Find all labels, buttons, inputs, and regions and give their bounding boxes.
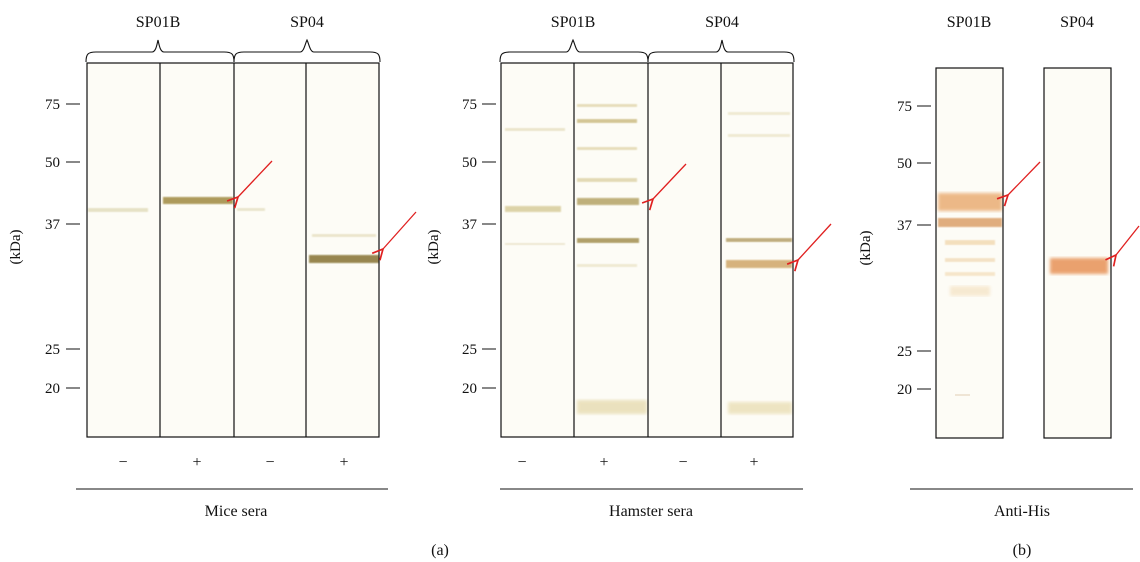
mw-marker-75: 75 xyxy=(897,99,912,115)
lane-label: + xyxy=(339,454,348,471)
mw-marker-axis: 75 50 37 25 20 (kDa) xyxy=(858,99,931,398)
red-arrow-icon xyxy=(383,211,417,249)
hamster-sera-blot: SP01B SP04 75 50 37 xyxy=(426,14,832,520)
mw-marker-37: 37 xyxy=(462,217,478,233)
mw-marker-37: 37 xyxy=(897,218,913,234)
blot-caption: Anti-His xyxy=(994,503,1050,520)
mw-marker-50: 50 xyxy=(897,156,912,172)
blot-frame xyxy=(500,62,794,438)
panel-label-a: (a) xyxy=(431,542,449,559)
blot-frame-sp01b xyxy=(935,67,1004,439)
lane-label: + xyxy=(599,454,608,471)
group-label-sp04: SP04 xyxy=(1060,14,1094,31)
lane-label: − xyxy=(265,454,274,471)
red-arrow-icon xyxy=(1008,161,1041,195)
mw-unit-label: (kDa) xyxy=(858,231,874,266)
blot-caption: Mice sera xyxy=(205,503,268,520)
band xyxy=(309,255,379,263)
group-bracket-sp01b xyxy=(85,39,235,63)
mw-marker-25: 25 xyxy=(45,342,60,358)
mw-marker-50: 50 xyxy=(462,155,477,171)
band xyxy=(163,197,233,204)
mw-marker-75: 75 xyxy=(462,97,477,113)
band xyxy=(88,208,148,212)
group-label-sp01b: SP01B xyxy=(136,14,180,31)
blot-caption: Hamster sera xyxy=(609,503,693,520)
mw-marker-25: 25 xyxy=(897,344,912,360)
lane-label: + xyxy=(749,454,758,471)
mw-marker-20: 20 xyxy=(897,382,912,398)
mw-unit-label: (kDa) xyxy=(426,230,442,265)
panel-label-b: (b) xyxy=(1013,542,1032,559)
mw-marker-50: 50 xyxy=(45,155,60,171)
mice-sera-blot: SP01B SP04 75 50 37 25 20 (kDa) xyxy=(8,14,417,520)
mw-marker-37: 37 xyxy=(45,217,61,233)
mw-marker-75: 75 xyxy=(45,97,60,113)
band xyxy=(237,208,265,211)
mw-unit-label: (kDa) xyxy=(8,230,24,265)
group-label-sp04: SP04 xyxy=(705,14,739,31)
group-bracket-sp04 xyxy=(647,39,795,63)
group-bracket-sp04 xyxy=(233,38,381,63)
band xyxy=(312,234,376,237)
blot-frame-sp04 xyxy=(1043,67,1112,439)
mw-marker-axis: 75 50 37 25 20 (kDa) xyxy=(426,97,496,397)
anti-his-blot: SP01B SP04 75 50 37 25 20 (kDa) xyxy=(858,14,1140,520)
lane-label: − xyxy=(118,454,127,471)
red-arrow-icon xyxy=(653,163,687,199)
mw-marker-20: 20 xyxy=(45,381,60,397)
group-bracket-sp01b xyxy=(499,38,649,63)
mw-marker-axis: 75 50 37 25 20 (kDa) xyxy=(8,97,80,397)
group-label-sp01b: SP01B xyxy=(551,14,595,31)
lane-label: + xyxy=(192,454,201,471)
lane-label: − xyxy=(678,454,687,471)
red-arrow-icon xyxy=(798,223,832,260)
group-label-sp04: SP04 xyxy=(290,14,324,31)
mw-marker-20: 20 xyxy=(462,381,477,397)
lane-label: − xyxy=(517,454,526,471)
group-label-sp01b: SP01B xyxy=(947,14,991,31)
red-arrow-icon xyxy=(1116,225,1140,255)
mw-marker-25: 25 xyxy=(462,342,477,358)
red-arrow-icon xyxy=(238,160,273,197)
